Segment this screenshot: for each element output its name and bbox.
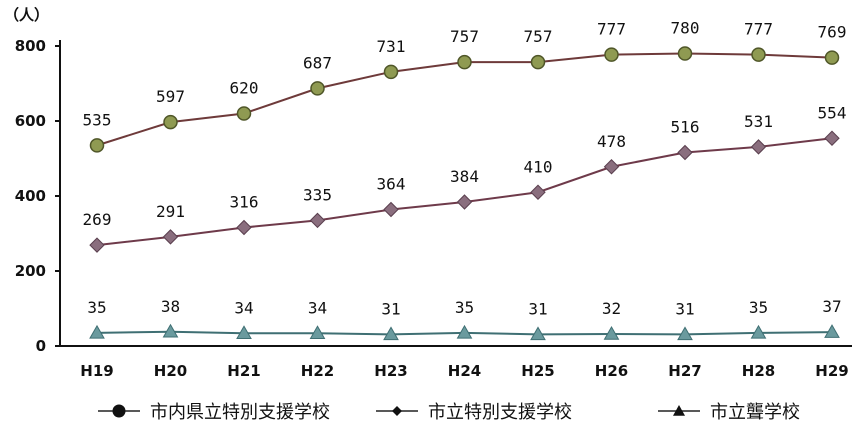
data-label: 535 [83, 110, 112, 129]
x-tick-label: H29 [815, 362, 848, 380]
data-label: 35 [455, 298, 474, 317]
x-tick-label: H19 [80, 362, 113, 380]
x-tick-label: H27 [668, 362, 701, 380]
data-point-triangle [677, 326, 693, 341]
legend-label: 市立聾学校 [710, 402, 800, 423]
data-label: 31 [675, 299, 694, 318]
data-label: 777 [744, 20, 773, 39]
data-label: 34 [234, 298, 253, 317]
legend-label: 市立特別支援学校 [428, 402, 572, 423]
data-point-circle [677, 46, 693, 61]
data-point-triangle [530, 326, 546, 341]
data-point-diamond [236, 219, 252, 236]
y-tick-label: 200 [15, 262, 46, 280]
data-label: 757 [524, 27, 553, 46]
data-point-diamond [162, 229, 179, 245]
x-tick-label: H24 [448, 362, 481, 380]
x-tick-label: H22 [301, 362, 334, 380]
data-point-diamond [530, 184, 546, 200]
data-label: 410 [524, 157, 553, 176]
data-label: 780 [671, 19, 700, 38]
data-point-circle [310, 81, 325, 96]
data-label: 777 [597, 20, 626, 39]
data-point-triangle [603, 325, 620, 340]
data-point-diamond [750, 139, 767, 155]
x-tick-label: H20 [154, 362, 187, 380]
data-point-triangle [456, 324, 473, 339]
data-point-circle [457, 54, 472, 70]
data-point-diamond [309, 212, 326, 229]
data-point-circle [604, 47, 619, 62]
data-label: 291 [156, 202, 185, 221]
data-label: 35 [749, 298, 768, 317]
y-tick-label: 0 [36, 337, 46, 355]
data-point-diamond [89, 237, 105, 253]
x-tick-label: H28 [742, 362, 775, 380]
data-label: 597 [156, 87, 185, 106]
data-label: 269 [83, 210, 112, 229]
unit-label: （人） [4, 6, 49, 24]
data-label: 478 [597, 132, 626, 151]
data-point-diamond [824, 130, 840, 146]
data-point-triangle [750, 324, 767, 339]
data-point-triangle [89, 324, 105, 339]
data-label: 516 [671, 118, 700, 137]
data-label: 38 [161, 297, 180, 316]
data-label: 620 [230, 79, 259, 98]
data-point-diamond [456, 194, 473, 210]
data-label: 316 [230, 193, 259, 212]
data-label: 31 [381, 299, 400, 318]
data-point-triangle [162, 323, 179, 338]
data-point-diamond [603, 159, 620, 175]
x-tick-label: H23 [374, 362, 407, 380]
legend-triangle-icon [673, 405, 685, 416]
data-label: 35 [87, 298, 106, 317]
data-point-circle [236, 106, 252, 121]
data-point-circle [824, 50, 840, 65]
data-label: 731 [377, 37, 406, 56]
data-point-diamond [383, 201, 399, 218]
data-point-diamond [677, 144, 693, 161]
data-point-circle [751, 47, 766, 62]
x-tick-label: H21 [227, 362, 260, 380]
data-point-triangle [236, 325, 252, 339]
y-tick-label: 600 [15, 112, 46, 130]
series-lines [89, 46, 840, 341]
data-label: 32 [602, 299, 621, 318]
data-label: 34 [308, 298, 327, 317]
data-label: 554 [818, 103, 847, 122]
x-tick-label: H25 [521, 362, 554, 380]
data-point-triangle [824, 324, 840, 338]
data-label: 757 [450, 27, 479, 46]
data-point-circle [383, 64, 399, 80]
data-label: 37 [822, 297, 841, 316]
data-label: 769 [818, 23, 847, 42]
data-point-circle [530, 54, 546, 70]
y-tick-label: 400 [15, 187, 46, 205]
data-label: 335 [303, 185, 332, 204]
data-point-triangle [383, 326, 399, 341]
data-label: 31 [528, 299, 547, 318]
legend-diamond-icon [392, 406, 402, 416]
data-label: 364 [377, 175, 406, 194]
data-label: 531 [744, 112, 773, 131]
data-point-circle [89, 138, 105, 153]
legend: 市内県立特別支援学校 市立特別支援学校 市立聾学校 [98, 402, 800, 423]
data-label: 687 [303, 53, 332, 72]
legend-label: 市内県立特別支援学校 [150, 402, 330, 423]
data-labels: 535 597 620 687 731 757 757 777 780 777 769 269 291 3… [83, 19, 847, 319]
y-tick-label: 800 [15, 37, 46, 55]
axes: 0 200 400 600 800 H19 H20 H21 H22 H23 H24 H25 H26 H27… [15, 37, 852, 380]
data-label: 384 [450, 167, 479, 186]
data-point-circle [163, 114, 178, 130]
legend-circle-icon [112, 404, 126, 418]
data-point-triangle [309, 325, 326, 339]
x-tick-label: H26 [595, 362, 628, 380]
series-line [96, 137, 833, 247]
